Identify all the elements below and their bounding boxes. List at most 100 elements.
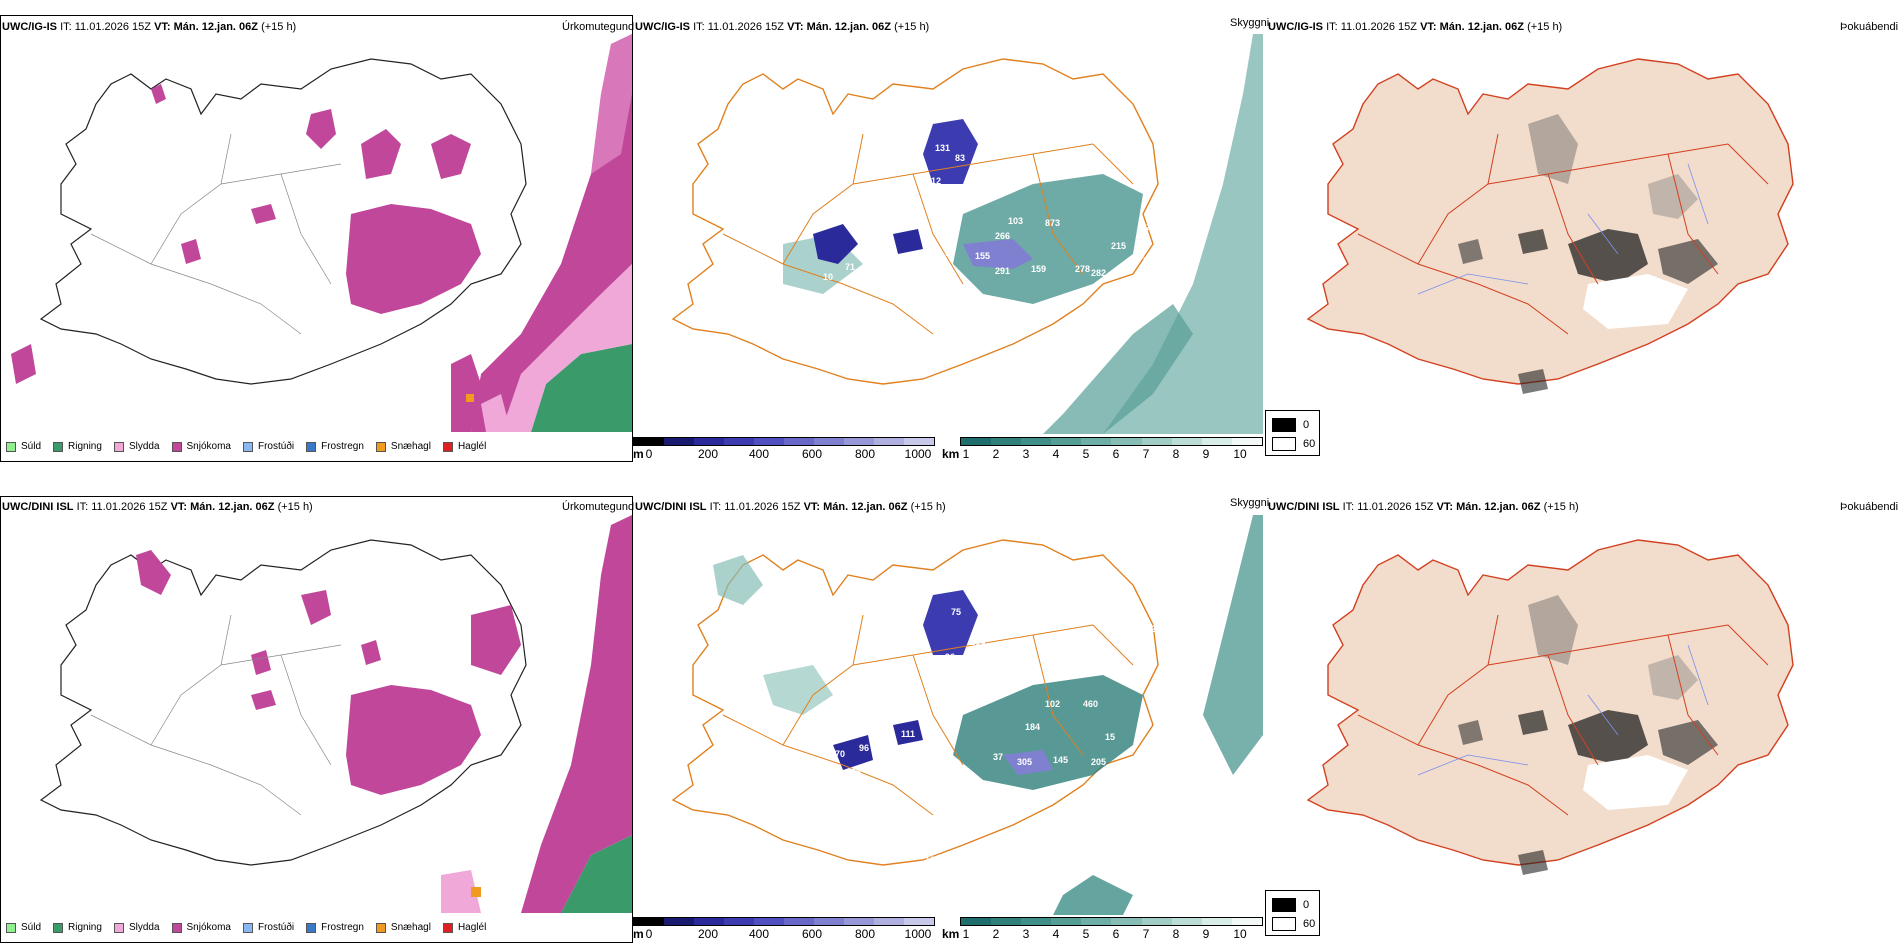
cloudbase-tick: 600: [801, 447, 823, 461]
vt-label: VT:: [1420, 21, 1437, 33]
it-value: 11.01.2026 15Z: [74, 21, 151, 33]
cloud-label: 202: [1141, 624, 1156, 634]
fog-grey: [1648, 174, 1698, 219]
hail-patch: [466, 394, 474, 402]
cloud-label: 825: [1141, 222, 1156, 232]
vt-label: VT:: [1436, 501, 1454, 513]
legend-label: Rigning: [68, 441, 102, 452]
cloudbase-colorbar-2: [633, 917, 935, 926]
legend-label: Haglél: [457, 922, 487, 933]
cloud-label: 266: [995, 231, 1010, 241]
snow-patch: [306, 109, 336, 149]
fog-dark: [1568, 710, 1648, 765]
snow-patch: [431, 134, 471, 179]
low-cloud-blue: [813, 224, 858, 264]
visibility-tick: 7: [1142, 447, 1150, 461]
cloud-label: 37: [993, 752, 1003, 762]
roads: [722, 614, 1134, 816]
cloud-label: 28: [851, 767, 861, 777]
legend-item-rigning: Rigning: [53, 441, 102, 452]
cloud-label: 102: [1045, 699, 1060, 709]
row-1: UWC/IG-IS IT: 11.01.2026 15Z VT: Mán. 12…: [0, 0, 1900, 470]
vis-interior: [953, 675, 1143, 790]
cloudbase-tick: 1000: [904, 447, 932, 461]
snow-patch: [151, 84, 166, 104]
cloudbase-tick: 400: [748, 927, 770, 941]
roads: [90, 133, 342, 335]
cloud-label: 710: [1143, 256, 1158, 266]
legend-label: Haglél: [457, 441, 487, 452]
cloudbase-tick: 400: [748, 447, 770, 461]
fog-white: [1583, 274, 1688, 329]
header-precip-1: UWC/IG-IS IT: 11.01.2026 15Z VT: Mán. 12…: [2, 21, 296, 33]
snow-patch: [251, 690, 276, 710]
sleet-patch-sw: [481, 394, 511, 432]
vis-west: [763, 665, 833, 715]
legend-label: Súld: [21, 922, 42, 933]
fog-legend-swatch-0: [1272, 418, 1296, 432]
cloudbase-tick: 0: [645, 927, 653, 941]
header-precip-2: UWC/DINI ISL IT: 11.01.2026 15Z VT: Mán.…: [2, 501, 313, 513]
fog-legend-label: 0: [1303, 419, 1310, 431]
low-cloud-blue: [1003, 750, 1053, 775]
vt-value: Mán. 12.jan. 06Z: [823, 501, 908, 513]
visibility-tick: 9: [1202, 447, 1210, 461]
fog-legend-label: 60: [1303, 918, 1316, 930]
sleet-patch-south: [441, 870, 481, 913]
cloud-label: 102: [951, 194, 966, 204]
fog-grey: [1648, 655, 1698, 700]
visibility-tick: 8: [1172, 927, 1180, 941]
legend-item-frostregn: Frostregn: [306, 922, 364, 933]
cloud-label: 71: [845, 262, 855, 272]
snow-patch: [301, 590, 331, 625]
cloud-label: 234: [1125, 163, 1140, 173]
lead-time: (+15 h): [910, 501, 946, 513]
roads: [1357, 133, 1769, 335]
cloud-label: 83: [955, 153, 965, 163]
legend-item-snjokoma: Snjókoma: [171, 441, 231, 452]
cloud-label: 460: [1083, 699, 1098, 709]
fog-dark: [1458, 720, 1483, 745]
cloud-label: 873: [1045, 218, 1060, 228]
vt-label: VT:: [170, 501, 188, 513]
cloudbase-tick: 800: [854, 927, 876, 941]
cloud-label: 284: [1169, 667, 1184, 677]
visibility-tick: 8: [1172, 447, 1180, 461]
vt-value: Mán. 12.jan. 06Z: [190, 501, 275, 513]
model-name: UWC/DINI ISL: [1268, 501, 1340, 513]
fog-grey: [1528, 114, 1578, 184]
vis-west: [713, 555, 763, 605]
snow-patch: [361, 640, 381, 665]
cloud-base-labels: 75 104 96 111 102 460 184 305 145 205 35…: [778, 592, 1208, 865]
cloud-label: 328: [1123, 639, 1138, 649]
rivers: [1417, 644, 1709, 776]
cloud-label: 918: [1193, 183, 1208, 193]
it-value: 11.01.2026 15Z: [724, 501, 801, 513]
cloudbase-tick: 600: [801, 927, 823, 941]
lead-time: (+15 h): [261, 21, 297, 33]
visibility-tick: 2: [992, 927, 1000, 941]
rivers: [1417, 163, 1709, 295]
fog-dark: [1568, 229, 1648, 284]
vis-east-band: [1203, 515, 1263, 775]
legend-label: Snæhagl: [390, 922, 431, 933]
cloud-label: 131: [935, 143, 950, 153]
lead-time: (+15 h): [1527, 21, 1563, 33]
legend-label: Frostregn: [321, 441, 364, 452]
visibility-unit: km: [942, 447, 960, 461]
cloudbase-tick: 800: [854, 447, 876, 461]
fog-dark: [1518, 229, 1548, 254]
model-name: UWC/IG-IS: [1268, 21, 1323, 33]
sleet-band-east: [591, 34, 632, 174]
cloud-label: 103: [1008, 216, 1023, 226]
vis-east-band: [1103, 34, 1263, 434]
it-value: 11.01.2026 15Z: [91, 501, 168, 513]
fog-legend-label: 60: [1303, 438, 1316, 450]
fog-dark: [1518, 710, 1548, 735]
legend-item-slydda: Slydda: [113, 441, 160, 452]
fog-dark: [1518, 369, 1548, 394]
visibility-colorbar-2: [960, 917, 1263, 926]
cloud-label: 321: [1169, 654, 1184, 664]
snow-patch: [346, 685, 481, 795]
cloud-label: 276: [638, 392, 653, 402]
